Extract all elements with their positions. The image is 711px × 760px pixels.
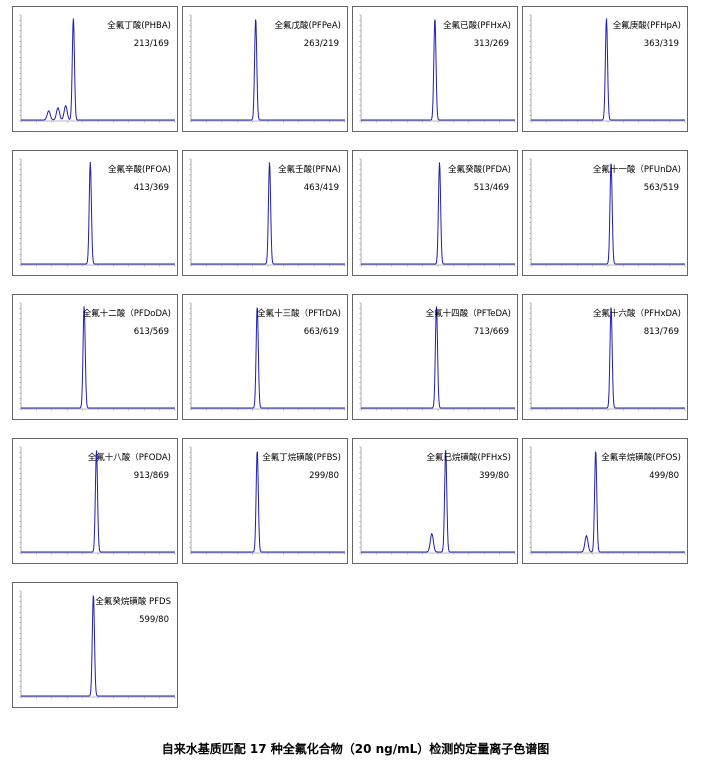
- ion-transition: 299/80: [309, 471, 339, 481]
- ion-transition: 363/319: [643, 39, 679, 49]
- compound-label: 全氟已酸(PFHxA): [443, 21, 511, 31]
- chromatogram-panel: 全氟十三酸（PFTrDA) 663/619: [182, 294, 348, 420]
- chromatogram-plot: [189, 158, 346, 267]
- ion-transition: 613/569: [133, 327, 169, 337]
- compound-label: 全氟十八酸（PFODA): [87, 453, 171, 463]
- chromatogram-trace: [191, 307, 345, 409]
- chromatogram-plot: [189, 446, 346, 555]
- compound-label: 全氟丁酸(PHBA): [107, 21, 171, 31]
- figure-caption: 自来水基质匹配 17 种全氟化合物（20 ng/mL）检测的定量离子色谱图: [161, 742, 550, 756]
- ion-transition: 913/869: [133, 471, 169, 481]
- chromatogram-trace: [191, 162, 345, 265]
- compound-label: 全氟辛烷磺酸(PFOS): [601, 453, 681, 463]
- compound-label: 全氟丁烷磺酸(PFBS): [262, 453, 341, 463]
- chromatogram-plot: [529, 446, 686, 555]
- ion-transition: 499/80: [649, 471, 679, 481]
- chromatogram-panel: 全氟丁烷磺酸(PFBS) 299/80: [182, 438, 348, 564]
- chromatogram-panel: 全氟癸酸(PFDA) 513/469: [352, 150, 518, 276]
- ion-transition: 713/669: [473, 327, 509, 337]
- ion-transition: 313/269: [473, 39, 509, 49]
- compound-label: 全氟已烷磺酸(PFHxS): [426, 453, 511, 463]
- chromatogram-trace: [361, 449, 515, 553]
- chromatogram-panel: 全氟戊酸(PFPeA) 263/219: [182, 6, 348, 132]
- chromatogram-plot: [359, 14, 516, 123]
- chromatogram-trace: [191, 19, 345, 121]
- chromatogram-panel: 全氟辛烷磺酸(PFOS) 499/80: [522, 438, 688, 564]
- compound-label: 全氟十三酸（PFTrDA): [257, 309, 341, 319]
- ion-transition: 599/80: [139, 615, 169, 625]
- chromatogram-trace: [21, 161, 175, 265]
- compound-label: 全氟戊酸(PFPeA): [274, 21, 341, 31]
- chromatogram-plot: [19, 446, 176, 555]
- compound-label: 全氟十四酸（PFTeDA): [425, 309, 511, 319]
- chromatogram-trace: [21, 595, 175, 697]
- chromatogram-panel: 全氟丁酸(PHBA) 213/169: [12, 6, 178, 132]
- compound-label: 全氟庚酸(PFHpA): [612, 21, 681, 31]
- chromatogram-panel: 全氟已烷磺酸(PFHxS) 399/80: [352, 438, 518, 564]
- chromatogram-trace: [21, 18, 175, 121]
- ion-transition: 413/369: [133, 183, 169, 193]
- chromatogram-trace: [531, 18, 685, 121]
- chromatogram-panel: 全氟已酸(PFHxA) 313/269: [352, 6, 518, 132]
- compound-label: 全氟十二酸（PFDoDA): [82, 309, 171, 319]
- chromatogram-plot: [19, 302, 176, 411]
- ion-transition: 663/619: [303, 327, 339, 337]
- chromatogram-plot: [529, 14, 686, 123]
- ion-transition: 463/419: [303, 183, 339, 193]
- chromatogram-trace: [21, 450, 175, 553]
- chromatogram-plot: [189, 302, 346, 411]
- compound-label: 全氟十一酸（PFUnDA): [592, 165, 681, 175]
- chromatogram-plot: [529, 302, 686, 411]
- chromatogram-plot: [19, 14, 176, 123]
- compound-label: 全氟十六酸（PFHxDA): [593, 309, 681, 319]
- chromatogram-trace: [361, 306, 515, 409]
- chromatogram-plot: [359, 158, 516, 267]
- ion-transition: 213/169: [133, 39, 169, 49]
- ion-transition: 263/219: [303, 39, 339, 49]
- ion-transition: 513/469: [473, 183, 509, 193]
- chromatogram-panel: 全氟十八酸（PFODA) 913/869: [12, 438, 178, 564]
- chromatogram-trace: [361, 162, 515, 265]
- compound-label: 全氟辛酸(PFOA): [107, 165, 171, 175]
- chromatogram-trace: [191, 451, 345, 553]
- chromatogram-plot: [19, 590, 176, 699]
- compound-label: 全氟癸酸(PFDA): [448, 165, 511, 175]
- chromatogram-panel: 全氟十六酸（PFHxDA) 813/769: [522, 294, 688, 420]
- chromatogram-panel: 全氟壬酸(PFNA) 463/419: [182, 150, 348, 276]
- compound-label: 全氟壬酸(PFNA): [278, 165, 341, 175]
- chromatogram-trace: [21, 306, 175, 409]
- chromatogram-panel: 全氟十四酸（PFTeDA) 713/669: [352, 294, 518, 420]
- chromatogram-trace: [531, 163, 685, 265]
- chromatogram-plot: [359, 446, 516, 555]
- chromatogram-plot: [359, 302, 516, 411]
- ion-transition: 563/519: [643, 183, 679, 193]
- chromatogram-plot: [189, 14, 346, 123]
- chromatogram-trace: [531, 451, 685, 553]
- chromatogram-panel: 全氟十二酸（PFDoDA) 613/569: [12, 294, 178, 420]
- ion-transition: 813/769: [643, 327, 679, 337]
- chromatogram-plot: [19, 158, 176, 267]
- chromatogram-panel: 全氟十一酸（PFUnDA) 563/519: [522, 150, 688, 276]
- chromatogram-trace: [361, 19, 515, 121]
- chromatogram-panel: 全氟癸烷磺酸 PFDS 599/80: [12, 582, 178, 708]
- chromatogram-plot: [529, 158, 686, 267]
- ion-transition: 399/80: [479, 471, 509, 481]
- chromatogram-trace: [531, 307, 685, 409]
- chromatogram-panel: 全氟庚酸(PFHpA) 363/319: [522, 6, 688, 132]
- chromatogram-panel: 全氟辛酸(PFOA) 413/369: [12, 150, 178, 276]
- compound-label: 全氟癸烷磺酸 PFDS: [95, 597, 171, 607]
